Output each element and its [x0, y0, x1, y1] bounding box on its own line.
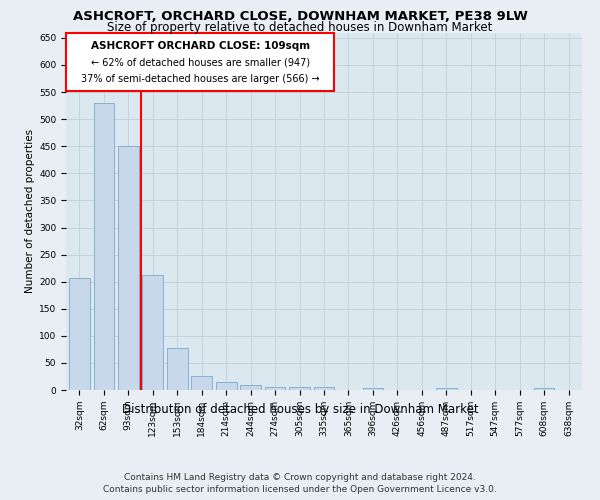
- Text: ← 62% of detached houses are smaller (947): ← 62% of detached houses are smaller (94…: [91, 58, 310, 68]
- Bar: [240, 384, 261, 390]
- Bar: [265, 388, 286, 390]
- Y-axis label: Number of detached properties: Number of detached properties: [25, 129, 35, 294]
- Text: 37% of semi-detached houses are larger (566) →: 37% of semi-detached houses are larger (…: [81, 74, 319, 84]
- Bar: [142, 275, 163, 390]
- Text: Contains HM Land Registry data © Crown copyright and database right 2024.: Contains HM Land Registry data © Crown c…: [124, 472, 476, 482]
- Bar: [94, 103, 114, 390]
- Bar: [534, 388, 554, 390]
- Text: Distribution of detached houses by size in Downham Market: Distribution of detached houses by size …: [122, 402, 478, 415]
- Bar: [289, 388, 310, 390]
- Text: Size of property relative to detached houses in Downham Market: Size of property relative to detached ho…: [107, 21, 493, 34]
- Bar: [436, 388, 457, 390]
- Bar: [69, 278, 90, 390]
- Text: ASHCROFT ORCHARD CLOSE: 109sqm: ASHCROFT ORCHARD CLOSE: 109sqm: [91, 42, 310, 51]
- Bar: [167, 348, 188, 390]
- Bar: [314, 388, 334, 390]
- Bar: [362, 388, 383, 390]
- Text: ASHCROFT, ORCHARD CLOSE, DOWNHAM MARKET, PE38 9LW: ASHCROFT, ORCHARD CLOSE, DOWNHAM MARKET,…: [73, 10, 527, 23]
- Bar: [118, 146, 139, 390]
- Text: Contains public sector information licensed under the Open Government Licence v3: Contains public sector information licen…: [103, 485, 497, 494]
- Bar: [216, 382, 236, 390]
- FancyBboxPatch shape: [66, 32, 334, 92]
- Bar: [191, 376, 212, 390]
